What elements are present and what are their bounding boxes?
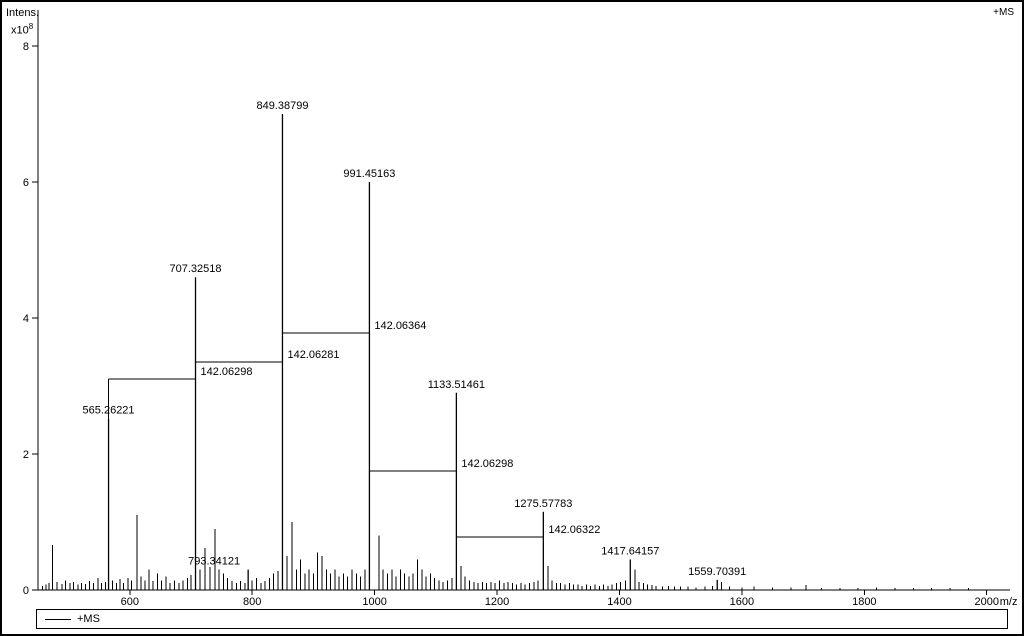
y-tick-label: 0: [23, 585, 29, 597]
x-tick-label: 1200: [485, 596, 509, 608]
x-tick-label: 600: [121, 596, 139, 608]
x-tick-label: 1600: [730, 596, 754, 608]
y-axis-scale-exponent: 8: [28, 22, 34, 31]
legend: +MS: [36, 609, 1008, 629]
x-tick-label: 1800: [852, 596, 876, 608]
y-tick-label: 4: [23, 313, 29, 325]
peak-label: 1275.57783: [514, 498, 572, 510]
x-tick-label: 1000: [362, 596, 386, 608]
x-tick-label: 1400: [607, 596, 631, 608]
y-axis-scale: x108: [6, 20, 39, 38]
y-tick-label: 8: [23, 41, 29, 53]
peak-label: 849.38799: [256, 100, 308, 112]
peak-label: 1417.64157: [601, 545, 659, 557]
peak-label: 1133.51461: [428, 379, 485, 391]
delta-label: 142.06281: [287, 349, 339, 361]
y-tick-label: 6: [23, 177, 29, 189]
peak-label: 793.34121: [188, 556, 240, 568]
x-tick-label: 2000: [974, 596, 998, 608]
delta-label: 142.06322: [548, 524, 600, 536]
delta-label: 142.06364: [374, 320, 426, 332]
x-axis-unit: m/z: [1000, 596, 1018, 608]
legend-label: +MS: [77, 613, 100, 625]
y-axis-title-text: Intens.: [6, 7, 40, 19]
y-axis-scale-base: x10: [11, 24, 29, 37]
y-axis-title: Intens. x108: [6, 7, 39, 38]
delta-label: 142.06298: [461, 458, 513, 470]
delta-label: 142.06298: [201, 366, 253, 378]
peak-label: 1559.70391: [688, 566, 746, 578]
scan-mode-label: +MS: [993, 7, 1014, 18]
y-tick-label: 2: [23, 449, 29, 461]
peak-label: 991.45163: [343, 168, 395, 180]
x-tick-label: 800: [243, 596, 261, 608]
legend-line-sample: [45, 618, 71, 620]
peak-label: 707.32518: [170, 263, 222, 275]
